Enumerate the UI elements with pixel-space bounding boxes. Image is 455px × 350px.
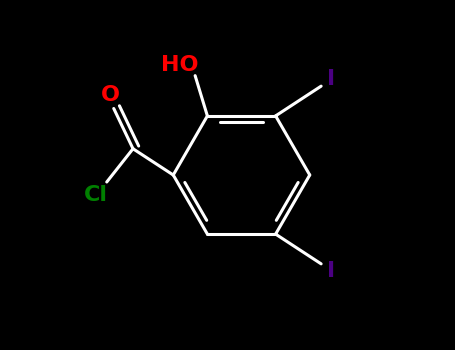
Text: I: I (327, 261, 335, 281)
Text: HO: HO (161, 55, 198, 75)
Text: Cl: Cl (84, 185, 108, 205)
Text: I: I (327, 69, 335, 89)
Text: O: O (101, 85, 120, 105)
